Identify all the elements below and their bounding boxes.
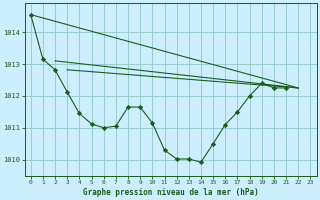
X-axis label: Graphe pression niveau de la mer (hPa): Graphe pression niveau de la mer (hPa)	[83, 188, 259, 197]
